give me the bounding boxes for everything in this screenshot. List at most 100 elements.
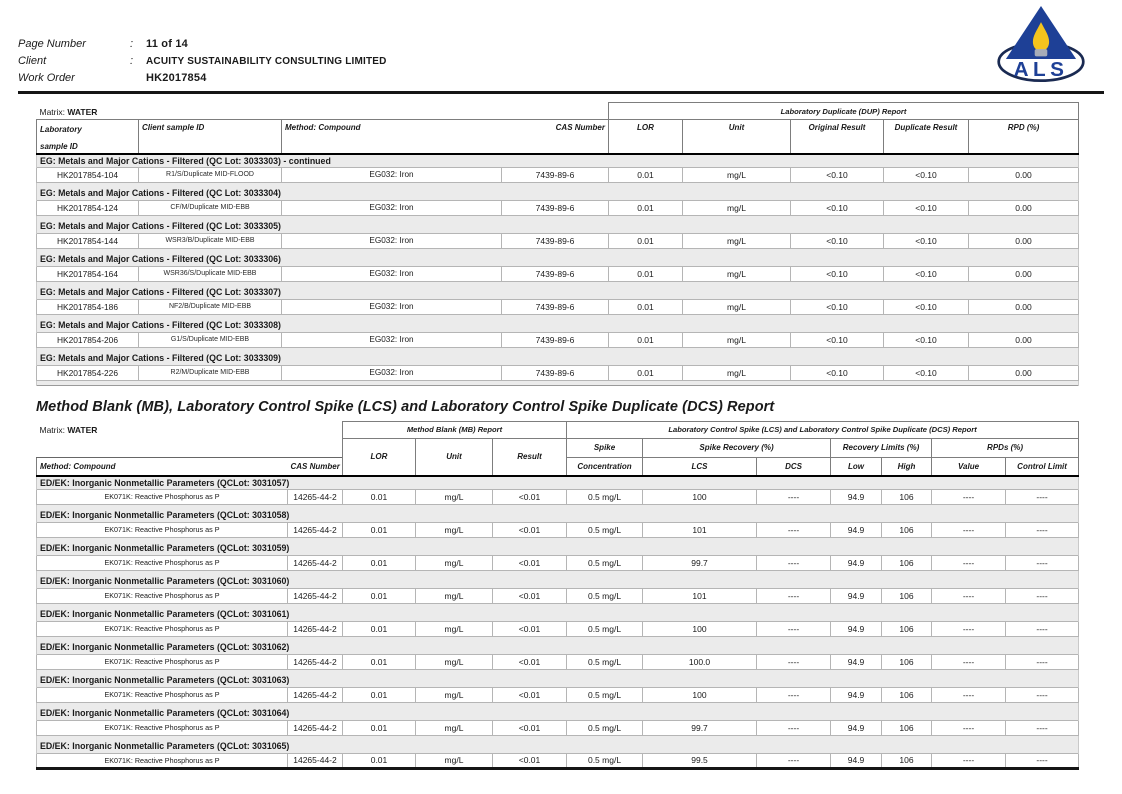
col-method-compound: Method: Compound [36, 456, 288, 477]
method-compound-cell: EK071K: Reactive Phosphorus as P [36, 653, 288, 670]
col-rpd: RPD (%) [968, 119, 1079, 155]
original-result-cell: <0.10 [790, 166, 884, 183]
qc-lot-section-title: EG: Metals and Major Cations - Filtered … [36, 286, 1079, 299]
col-spike-recovery: Spike Recovery (%) [642, 437, 832, 458]
spike-concentration-cell: 0.5 mg/L [566, 719, 644, 736]
col-lcs: LCS [642, 456, 758, 477]
lor-cell: 0.01 [608, 265, 683, 282]
lab-sample-id-cell: HK2017854-186 [36, 298, 139, 315]
cas-number-cell: 14265-44-2 [287, 620, 343, 637]
method-compound-cell: EK071K: Reactive Phosphorus as P [36, 752, 288, 769]
section-spacer-cell [35, 504, 1080, 509]
lor-cell: 0.01 [342, 488, 416, 505]
rpd-control-limit-cell: ---- [1005, 653, 1080, 670]
recovery-high-cell: 106 [881, 554, 933, 571]
client-sample-id-cell: CF/M/Duplicate MID-EBB [138, 199, 282, 216]
col-spike-line1: Spike [566, 437, 644, 458]
lab-sample-id-cell: HK2017854-104 [36, 166, 139, 183]
col-rpds: RPDs (%) [931, 437, 1080, 458]
cas-number-cell: 7439-89-6 [501, 265, 609, 282]
unit-cell: mg/L [682, 232, 791, 249]
dup-column-header-row: Laboratory sample ID Client sample ID Me… [36, 119, 1079, 155]
mb-matrix-label: Matrix: [39, 425, 66, 435]
qc-lot-section-title: ED/EK: Inorganic Nonmetallic Parameters … [35, 476, 1080, 489]
client-sample-id-cell: G1/S/Duplicate MID-EBB [138, 331, 282, 348]
cas-number-cell: 7439-89-6 [501, 298, 609, 315]
section-spacer-cell [35, 669, 1080, 674]
dup-data-row: HK2017854-104 R1/S/Duplicate MID-FLOOD EG0… [36, 166, 1079, 183]
method-compound-cell: EK071K: Reactive Phosphorus as P [36, 620, 288, 637]
rpd-value-cell: ---- [931, 620, 1007, 637]
col-lab-line1: Laboratory [40, 125, 82, 134]
unit-cell: mg/L [682, 364, 791, 381]
mb-lcs-dcs-report-title: Method Blank (MB), Laboratory Control Sp… [36, 398, 775, 415]
mb-data-row: EK071K: Reactive Phosphorus as P 14265-44… [36, 719, 1080, 736]
section-spacer [36, 248, 1079, 253]
rpd-cell: 0.00 [968, 364, 1079, 381]
result-cell: <0.01 [491, 488, 568, 505]
rpd-control-limit-cell: ---- [1005, 554, 1080, 571]
header-divider-rule [18, 91, 1104, 94]
mb-data-row: EK071K: Reactive Phosphorus as P 14265-44… [36, 686, 1080, 703]
rpd-control-limit-cell: ---- [1005, 587, 1080, 604]
spike-concentration-cell: 0.5 mg/L [566, 587, 644, 604]
lab-sample-id-cell: HK2017854-124 [36, 199, 139, 216]
method-compound-cell: EK071K: Reactive Phosphorus as P [36, 521, 288, 538]
client-label: Client [18, 55, 47, 67]
lor-cell: 0.01 [608, 232, 683, 249]
mb-data-row: EK071K: Reactive Phosphorus as P 14265-44… [36, 752, 1080, 769]
qc-lot-section-title: ED/EK: Inorganic Nonmetallic Parameters … [35, 674, 1080, 687]
qc-lot-section-header: ED/EK: Inorganic Nonmetallic Parameters … [35, 542, 1080, 555]
rpd-control-limit-cell: ---- [1005, 521, 1080, 538]
duplicate-result-cell: <0.10 [883, 232, 969, 249]
rpd-cell: 0.00 [968, 265, 1079, 282]
method-compound-cell: EK071K: Reactive Phosphorus as P [36, 686, 288, 703]
recovery-low-cell: 94.9 [830, 521, 883, 538]
section-spacer [36, 314, 1079, 319]
col-unit: Unit [682, 119, 791, 155]
rpd-control-limit-cell: ---- [1005, 488, 1080, 505]
cas-number-cell: 14265-44-2 [287, 554, 343, 571]
duplicate-result-cell: <0.10 [883, 199, 969, 216]
dup-data-row: HK2017854-164 WSR36/S/Duplicate MID-EBB EG… [36, 265, 1079, 282]
rpd-control-limit-cell: ---- [1005, 719, 1080, 736]
dup-matrix-label: Matrix: [39, 106, 66, 117]
method-compound-cell: EK071K: Reactive Phosphorus as P [36, 719, 288, 736]
col-lab-line2: sample ID [40, 142, 78, 151]
lcs-recovery-cell: 100 [642, 686, 758, 703]
client-colon: : [130, 55, 134, 67]
cas-number-cell: 14265-44-2 [287, 752, 343, 769]
rpd-control-limit-cell: ---- [1005, 686, 1080, 703]
dup-data-row: HK2017854-186 NF2/B/Duplicate MID-EBB EG03… [36, 298, 1079, 315]
page-number-colon: : [130, 38, 134, 50]
original-result-cell: <0.10 [790, 331, 884, 348]
unit-cell: mg/L [682, 166, 791, 183]
als-logo-text: ALS [1014, 58, 1069, 81]
dup-data-row: HK2017854-226 R2/M/Duplicate MID-EBB EG032… [36, 364, 1079, 381]
lcs-recovery-cell: 100.0 [642, 653, 758, 670]
rpd-cell: 0.00 [968, 298, 1079, 315]
recovery-high-cell: 106 [881, 521, 933, 538]
rpd-cell: 0.00 [968, 331, 1079, 348]
mb-matrix-value: WATER [67, 425, 98, 435]
duplicate-result-cell: <0.10 [883, 298, 969, 315]
meta-row-page-number: Page Number : 11 of 14 [18, 36, 1104, 53]
qc-lot-section-header: EG: Metals and Major Cations - Filtered … [36, 352, 1079, 365]
unit-cell: mg/L [682, 199, 791, 216]
als-logo-graphic: ALS [997, 5, 1085, 82]
qc-lot-section-header: ED/EK: Inorganic Nonmetallic Parameters … [35, 707, 1080, 720]
unit-cell: mg/L [415, 653, 493, 670]
rpd-value-cell: ---- [931, 686, 1007, 703]
spike-concentration-cell: 0.5 mg/L [566, 554, 644, 571]
laboratory-duplicate-table: Matrix: WATER Laboratory Duplicate (DUP)… [36, 102, 1079, 386]
lor-cell: 0.01 [342, 587, 416, 604]
mb-data-row: EK071K: Reactive Phosphorus as P 14265-44… [36, 521, 1080, 538]
section-spacer [35, 570, 1080, 575]
method-compound-cell: EK071K: Reactive Phosphorus as P [36, 488, 288, 505]
qc-lot-section-title: ED/EK: Inorganic Nonmetallic Parameters … [35, 542, 1080, 555]
result-cell: <0.01 [491, 752, 568, 769]
section-spacer-cell [36, 248, 1079, 253]
cas-number-cell: 7439-89-6 [501, 199, 609, 216]
unit-cell: mg/L [415, 554, 493, 571]
section-spacer [35, 504, 1080, 509]
